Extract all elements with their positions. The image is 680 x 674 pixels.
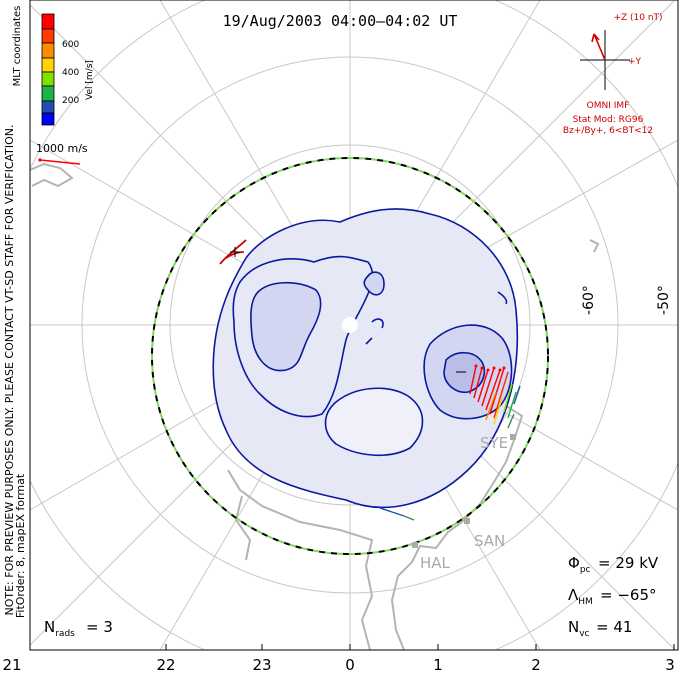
plot-frame	[29, 0, 679, 651]
colorbar-tick-400: 400	[62, 68, 79, 78]
mlt-label-3: 3	[665, 656, 675, 674]
stat-n-rads-value: = 3	[86, 618, 113, 636]
preview-notice: NOTE: FOR PREVIEW PURPOSES ONLY. PLEASE …	[3, 124, 16, 615]
imf-z-label: +Z (10 nT)	[613, 13, 662, 23]
stat-lambda-hm-value: = −65°	[600, 586, 657, 604]
svg-text:Nrads: Nrads	[44, 618, 75, 639]
velocity-colorbar	[41, 13, 55, 126]
station-label-sye: SYE	[480, 434, 508, 452]
scale-vector	[38, 158, 81, 165]
dusk-cell-contour	[250, 281, 322, 372]
colorbar-label: Vel [m/s]	[85, 60, 95, 100]
mlt-label-2: 2	[531, 656, 541, 674]
latitude-label-60: -60°	[581, 285, 597, 315]
coordinates-label: MLT coordinates	[12, 6, 23, 87]
scale-vector-label: 1000 m/s	[36, 142, 88, 155]
hm-boundary-alt	[151, 157, 549, 555]
imf-dial	[580, 30, 630, 90]
noon-blob-contour	[363, 271, 385, 296]
imf-y-label: +Y	[628, 57, 642, 67]
coastline	[30, 162, 600, 650]
velocity-vectors	[379, 364, 521, 521]
midnight-tongue-contour	[324, 387, 424, 457]
stat-phi-pc-value: = 29 kV	[598, 554, 659, 572]
stat-n-rads: Nrads = 3	[44, 618, 113, 639]
stat-lambda-hm: ΛHM = −65°	[568, 586, 657, 607]
dusk-negative-contour	[219, 239, 247, 265]
stat-n-vc-value: = 41	[596, 618, 632, 636]
pole-marker	[342, 317, 358, 333]
imf-model-label: Stat Mod: RG96	[573, 115, 644, 125]
small-contour	[365, 318, 384, 345]
mlt-label-21: 21	[2, 656, 21, 674]
fit-order-label: FitOrder: 8, mapEX format	[14, 473, 27, 618]
convection-pattern	[212, 208, 519, 509]
mlt-label-22: 22	[156, 656, 175, 674]
latitude-label-50: -50°	[656, 285, 672, 315]
imf-vector	[593, 33, 606, 61]
svg-text:Nvc: Nvc	[568, 618, 590, 639]
mlt-label-0: 0	[345, 656, 355, 674]
flank-contour	[497, 291, 508, 305]
imf-arrowhead	[591, 33, 600, 43]
dusk-cell-outer	[232, 255, 374, 418]
mlt-label-1: 1	[433, 656, 443, 674]
station-label-hal: HAL	[420, 554, 451, 572]
colorbar-tick-200: 200	[62, 96, 79, 106]
mlt-label-23: 23	[252, 656, 271, 674]
stat-n-vc: Nvc = 41	[568, 618, 632, 639]
imf-bin-label: Bz+/By+, 6<BT<12	[563, 126, 653, 136]
station-label-san: SAN	[474, 532, 505, 550]
colorbar-tick-600: 600	[62, 40, 79, 50]
map-title: 19/Aug/2003 04:00–04:02 UT	[223, 12, 458, 30]
svg-text:Φpc: Φpc	[568, 554, 591, 575]
imf-source-label: OMNI IMF	[587, 101, 630, 111]
radar-sites	[412, 434, 516, 548]
mlt-axis-ticks	[29, 644, 675, 650]
